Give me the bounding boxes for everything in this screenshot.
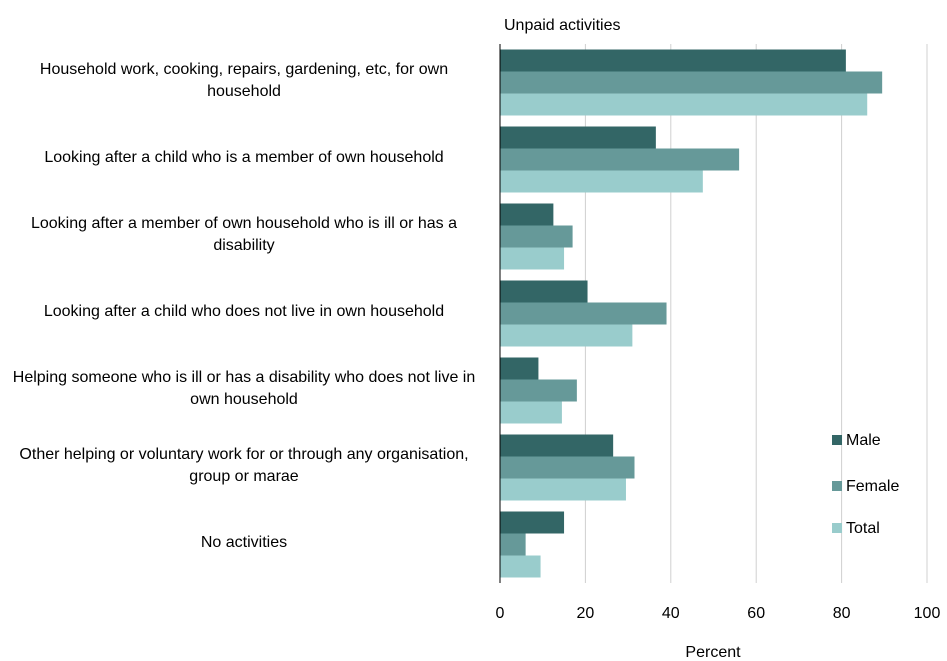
legend-item-male: Male: [832, 432, 881, 450]
x-axis-label: Percent: [685, 644, 741, 661]
bar-total: [500, 555, 541, 578]
category-label: Household work, cooking, repairs, garden…: [39, 60, 449, 100]
bar-male: [500, 203, 554, 226]
legend-swatch: [832, 523, 842, 533]
legend-swatch: [832, 435, 842, 445]
bar-male: [500, 280, 588, 303]
x-tick-label: 20: [577, 605, 595, 622]
x-tick-label: 60: [747, 605, 765, 622]
category-label: No activities: [200, 533, 288, 551]
bar-female: [500, 71, 883, 94]
bar-total: [500, 93, 868, 116]
bar-total: [500, 247, 565, 270]
bars: [500, 49, 883, 578]
bar-female: [500, 533, 526, 556]
x-tick-label: 0: [496, 605, 505, 622]
chart-title: Unpaid activities: [504, 17, 621, 34]
bar-total: [500, 478, 626, 501]
legend-item-total: Total: [832, 520, 880, 538]
bar-male: [500, 357, 539, 380]
bar-male: [500, 49, 846, 72]
bar-female: [500, 456, 635, 479]
bar-total: [500, 170, 703, 193]
bar-female: [500, 379, 577, 402]
x-tick-label: 40: [662, 605, 680, 622]
bar-female: [500, 225, 573, 248]
category-label: Looking after a child who does not live …: [43, 302, 445, 320]
legend-label: Female: [846, 478, 900, 495]
legend-label: Total: [846, 520, 880, 537]
bar-total: [500, 401, 562, 424]
bar-male: [500, 511, 565, 534]
legend-swatch: [832, 481, 842, 491]
legend-label: Male: [846, 432, 881, 449]
category-label: Helping someone who is ill or has a disa…: [12, 368, 476, 408]
bar-female: [500, 302, 667, 325]
x-tick-label: 80: [833, 605, 851, 622]
legend-item-female: Female: [832, 478, 899, 496]
bar-total: [500, 324, 633, 347]
x-tick-label: 100: [914, 605, 941, 622]
x-tick-labels: 0 20 40 60 80 100: [496, 605, 941, 622]
bar-female: [500, 148, 740, 171]
bar-male: [500, 434, 614, 457]
category-label: Looking after a member of own household …: [30, 214, 457, 254]
category-label: Other helping or voluntary work for or t…: [19, 445, 469, 485]
bar-male: [500, 126, 656, 149]
category-label: Looking after a child who is a member of…: [44, 148, 444, 166]
